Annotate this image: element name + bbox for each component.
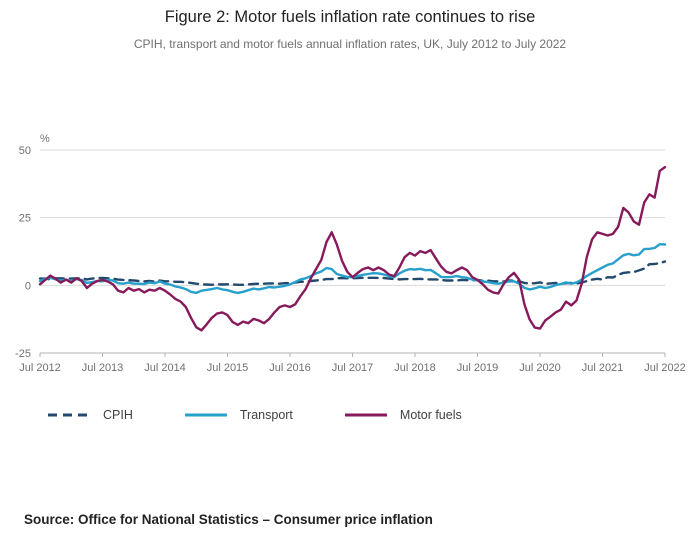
y-tick-label: 0 [25,280,31,292]
legend-item-motor-fuels: Motor fuels [344,408,462,422]
x-tick-label: Jul 2017 [332,362,374,374]
legend-item-cpih: CPIH [48,408,133,422]
motor-fuels-line [38,165,667,332]
cpih-line [38,260,667,287]
legend-item-transport: Transport [184,408,293,422]
line-chart: 50 25 0 -25% Jul 2012 Jul 2013 Jul 2014 Jul 201… [15,133,686,374]
x-tick-label: Jul 2015 [207,362,249,374]
motor-fuels-line-sample [344,413,387,417]
legend-label-motor-fuels: Motor fuels [399,408,462,422]
chart-subtitle: CPIH, transport and motor fuels annual i… [133,37,567,51]
chart-title: Figure 2: Motor fuels inflation rate con… [164,8,536,26]
legend-label-cpih: CPIH [103,408,133,422]
source-text: Source: Office for National Statistics –… [24,512,433,527]
legend-label-transport: Transport [239,408,293,422]
x-tick-label: Jul 2019 [457,362,499,374]
y-tick-label: 50 [19,145,31,157]
x-tick-label: Jul 2012 [19,362,61,374]
cpih-line-sample [48,413,90,417]
x-tick-label: Jul 2018 [394,362,436,374]
legend: CPIH Transport Motor fuels [48,408,462,422]
x-tick-label: Jul 2014 [144,362,186,374]
x-tick-label: Jul 2016 [269,362,311,374]
y-tick-label: -25 [15,348,31,360]
y-axis-unit-label: % [40,133,50,145]
transport-line-sample [184,413,227,417]
x-tick-label: Jul 2013 [82,362,124,374]
x-tick-label: Jul 2020 [519,362,561,374]
y-tick-label: 25 [19,213,31,225]
x-tick-label: Jul 2022 [644,362,686,374]
x-tick-label: Jul 2021 [582,362,624,374]
